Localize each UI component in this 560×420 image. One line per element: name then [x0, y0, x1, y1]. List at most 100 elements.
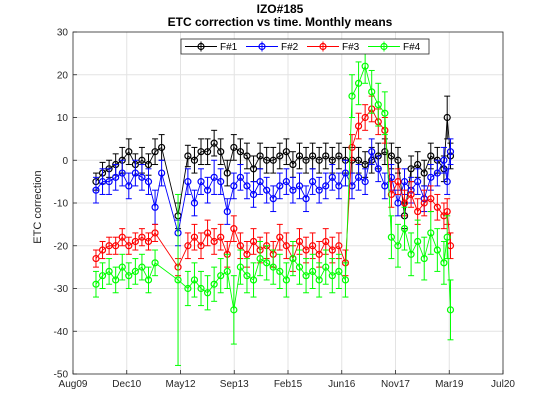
data-point — [144, 160, 153, 169]
y-tick-label: -10 — [54, 199, 69, 210]
data-point — [144, 276, 153, 284]
data-point — [381, 148, 389, 156]
data-point — [328, 246, 336, 254]
data-point — [197, 178, 205, 186]
data-point — [322, 263, 330, 271]
data-point — [302, 246, 310, 254]
legend-swatch-marker — [319, 42, 327, 51]
data-point — [256, 254, 264, 263]
chart-subtitle: ETC correction vs time. Monthly means — [167, 15, 393, 29]
data-point — [236, 263, 245, 271]
data-point — [361, 178, 369, 186]
data-point — [138, 263, 146, 271]
data-point — [407, 190, 415, 199]
data-point — [151, 229, 159, 237]
data-point — [131, 267, 139, 275]
legend-swatch-marker — [258, 42, 266, 51]
data-point — [249, 276, 258, 284]
data-point — [440, 259, 448, 267]
data-point — [131, 169, 139, 177]
data-point — [92, 280, 100, 288]
data-point — [427, 173, 435, 181]
data-point — [125, 272, 133, 280]
data-point — [427, 152, 435, 160]
data-point — [223, 207, 231, 216]
data-point — [368, 88, 376, 96]
data-point — [197, 284, 205, 293]
data-point — [269, 156, 277, 164]
data-point — [256, 178, 264, 186]
data-point — [354, 122, 363, 130]
data-point — [138, 173, 146, 181]
data-point — [414, 160, 422, 169]
data-point — [407, 250, 415, 258]
y-tick-label: -20 — [54, 241, 69, 252]
data-point — [243, 152, 251, 160]
data-point — [414, 178, 422, 186]
data-point — [289, 254, 297, 263]
data-point — [361, 62, 369, 70]
data-point — [443, 207, 451, 216]
data-point — [112, 173, 120, 181]
data-point — [328, 272, 336, 280]
data-point — [190, 276, 199, 284]
data-point — [151, 148, 159, 156]
data-point — [236, 173, 245, 181]
x-tick-label: Nov17 — [381, 379, 410, 390]
legend-label: F#1 — [220, 42, 238, 53]
data-point — [125, 242, 133, 250]
data-point — [289, 186, 297, 194]
data-point — [295, 152, 304, 160]
data-point — [387, 233, 395, 241]
data-point — [217, 272, 225, 280]
series-f1 — [92, 95, 455, 230]
data-point — [243, 182, 251, 190]
data-point — [249, 237, 258, 246]
x-tick-label: Sep13 — [220, 379, 249, 390]
data-point — [348, 143, 356, 152]
data-point — [131, 237, 139, 246]
data-point — [295, 182, 304, 190]
data-point — [282, 242, 290, 250]
data-point — [335, 267, 343, 275]
data-point — [394, 242, 402, 250]
data-point — [184, 178, 192, 186]
data-point — [269, 263, 277, 271]
data-point — [309, 242, 317, 250]
data-point — [309, 178, 317, 186]
data-point — [354, 79, 363, 87]
data-point — [92, 186, 100, 194]
data-point — [190, 156, 199, 164]
data-point — [309, 152, 317, 160]
data-point — [341, 276, 350, 284]
data-point — [210, 139, 218, 147]
data-point — [400, 199, 409, 207]
x-tick-label: Mar19 — [435, 379, 464, 390]
data-point — [440, 156, 448, 164]
data-point — [144, 178, 153, 186]
data-point — [433, 169, 441, 177]
data-point — [414, 237, 422, 246]
data-point — [118, 169, 126, 177]
data-point — [197, 242, 205, 250]
data-point — [295, 237, 304, 246]
data-point — [105, 178, 113, 186]
data-point — [361, 160, 369, 169]
data-point — [374, 101, 382, 109]
data-point — [184, 152, 192, 160]
data-point — [217, 178, 225, 186]
data-point — [276, 152, 284, 160]
data-point — [98, 246, 107, 254]
data-point — [230, 306, 238, 314]
axes-box — [72, 31, 504, 375]
y-tick-label: -50 — [54, 370, 69, 381]
data-point — [263, 186, 271, 194]
data-point — [433, 246, 441, 254]
data-point — [335, 242, 343, 250]
data-point — [348, 92, 356, 100]
series-line — [95, 150, 451, 234]
data-point — [184, 284, 192, 293]
data-point — [387, 152, 395, 160]
